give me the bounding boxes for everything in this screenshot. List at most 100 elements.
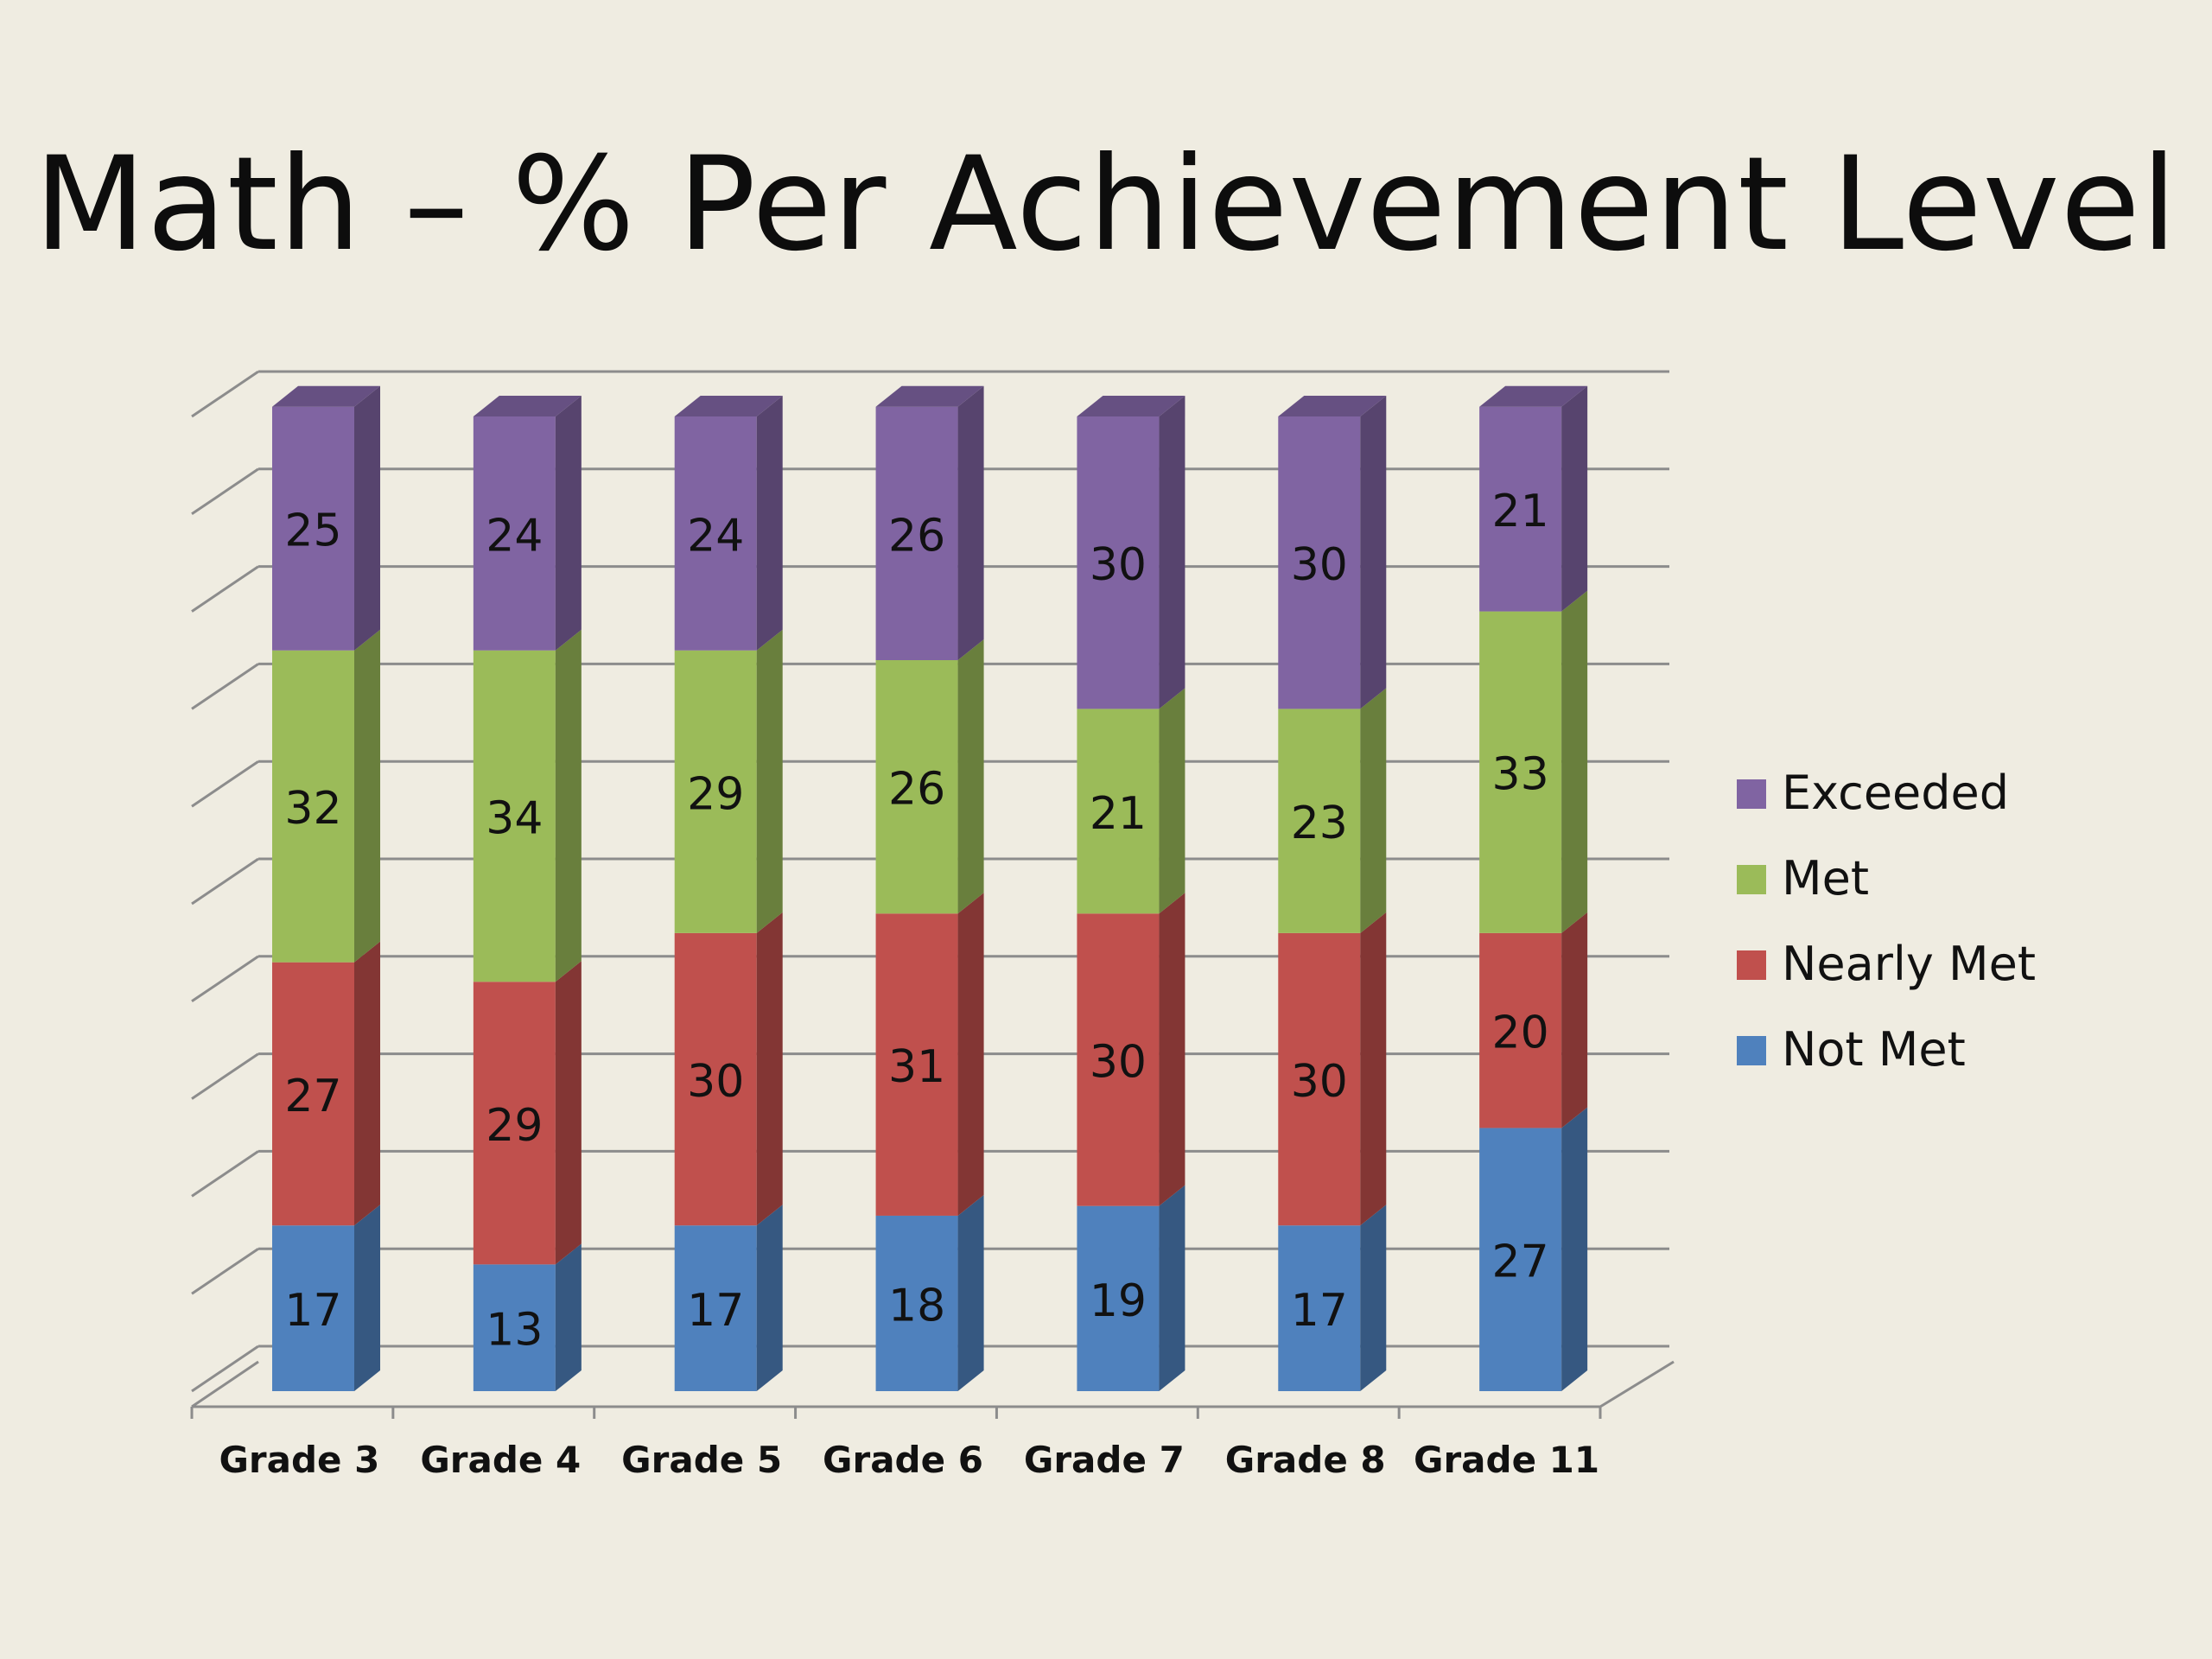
data-label: 19	[1090, 1275, 1147, 1327]
bar-side	[1561, 912, 1588, 1128]
data-label: 17	[284, 1285, 341, 1337]
bar-side	[756, 396, 783, 651]
bar-side	[1561, 590, 1588, 933]
x-tick-label: Grade 7	[1024, 1439, 1185, 1481]
bar-side	[756, 629, 783, 933]
bar-side	[1360, 396, 1387, 709]
legend-label: Met	[1782, 851, 1869, 906]
bar-side	[756, 1205, 783, 1391]
bar-top	[674, 396, 783, 416]
bar-top	[473, 396, 582, 416]
bar-segment: 26	[875, 385, 984, 660]
bar-segment: 30	[1077, 396, 1185, 709]
wall-gridline	[191, 1344, 259, 1393]
bar-segment: 21	[1077, 688, 1185, 914]
bar-side	[354, 1205, 380, 1391]
bar-front	[1077, 709, 1160, 914]
bar-front	[1278, 1225, 1361, 1391]
bar-front	[473, 416, 556, 651]
bar-top	[1077, 396, 1185, 416]
bar-front	[875, 660, 958, 914]
bar-segment: 33	[1479, 590, 1588, 933]
legend-item: Not Met	[1737, 1022, 1966, 1077]
bar-column: 17 27 32 25	[272, 385, 380, 1391]
legend-swatch	[1737, 950, 1766, 980]
bar-segment: 30	[1278, 912, 1387, 1226]
bar-side	[1561, 1107, 1588, 1391]
bar-side	[1159, 396, 1185, 709]
bar-side	[1159, 893, 1185, 1206]
bar-side	[1561, 385, 1588, 612]
bar-side	[354, 629, 380, 963]
x-tick-label: Grade 8	[1225, 1439, 1386, 1481]
bar-column: 17 30 29 24	[674, 396, 783, 1391]
x-axis: Grade 3 Grade 4 Grade 5 Grade 6 Grade 7 Grade…	[190, 1405, 1602, 1481]
bar-side	[555, 1243, 582, 1391]
bar-top	[875, 385, 984, 407]
data-label: 30	[1090, 1036, 1147, 1088]
bar-segment: 13	[473, 1243, 582, 1391]
wall-gridline	[191, 370, 259, 418]
bar-front	[1479, 611, 1562, 933]
bar-segment: 25	[272, 385, 380, 651]
data-label: 33	[1492, 749, 1549, 801]
bar-front	[674, 416, 757, 651]
bar-side	[957, 639, 984, 914]
bar-front	[1077, 416, 1160, 709]
legend-swatch	[1737, 865, 1766, 894]
bar-front	[1278, 416, 1361, 709]
data-label: 29	[486, 1100, 543, 1152]
chart-title: Math – % Per Achievement Level	[34, 130, 2178, 280]
wall-gridline	[191, 663, 259, 710]
wall-gridline	[191, 1052, 259, 1100]
data-label: 17	[1291, 1285, 1348, 1337]
data-label: 32	[284, 783, 341, 835]
bar-side	[1360, 912, 1387, 1226]
bar-column: 17 30 23 30	[1278, 396, 1387, 1391]
wall-gridline	[191, 857, 259, 906]
data-label: 25	[284, 505, 341, 557]
bar-front	[1278, 709, 1361, 933]
bar-side	[957, 893, 984, 1216]
data-label: 21	[1090, 788, 1147, 840]
data-label: 31	[888, 1041, 945, 1093]
x-tick-label: Grade 11	[1414, 1439, 1599, 1481]
floor-edge-right	[1599, 1360, 1675, 1408]
bar-side	[1159, 1185, 1185, 1391]
bar-side	[957, 1194, 984, 1391]
bar-side	[555, 396, 582, 651]
x-tick-label: Grade 4	[420, 1439, 581, 1481]
bar-segment: 32	[272, 629, 380, 963]
bar-segment: 23	[1278, 688, 1387, 933]
bar-segment: 30	[674, 912, 783, 1226]
bar-segment: 24	[473, 396, 582, 651]
data-label: 20	[1492, 1007, 1549, 1059]
bar-side	[555, 629, 582, 982]
bar-side	[555, 961, 582, 1265]
bar-column: 19 30 21 30	[1077, 396, 1185, 1391]
bar-segment: 29	[674, 629, 783, 933]
legend-label: Nearly Met	[1782, 937, 2036, 991]
bar-front	[1278, 932, 1361, 1226]
data-label: 26	[888, 764, 945, 816]
bar-top	[1479, 385, 1588, 407]
bar-front	[473, 1264, 556, 1391]
bar-column: 18 31 26 26	[875, 385, 984, 1391]
data-label: 18	[888, 1280, 945, 1332]
data-label: 24	[486, 510, 543, 562]
bar-segment: 17	[272, 1205, 380, 1391]
data-label: 30	[1291, 539, 1348, 591]
bar-segment: 21	[1479, 385, 1588, 612]
x-tick-label: Grade 6	[823, 1439, 983, 1481]
bars: 17 27 32 25 13 29 34 24 17 30 29 24 18 31 26 26 19 30 21 30…	[272, 385, 1588, 1391]
data-label: 13	[486, 1305, 543, 1357]
bar-segment: 24	[674, 396, 783, 651]
bar-segment: 26	[875, 639, 984, 914]
bar-segment: 17	[1278, 1205, 1387, 1391]
bar-front	[1077, 913, 1160, 1206]
data-label: 27	[1492, 1236, 1549, 1288]
bar-front	[875, 913, 958, 1216]
bar-segment: 29	[473, 961, 582, 1265]
wall-gridline	[191, 467, 259, 516]
